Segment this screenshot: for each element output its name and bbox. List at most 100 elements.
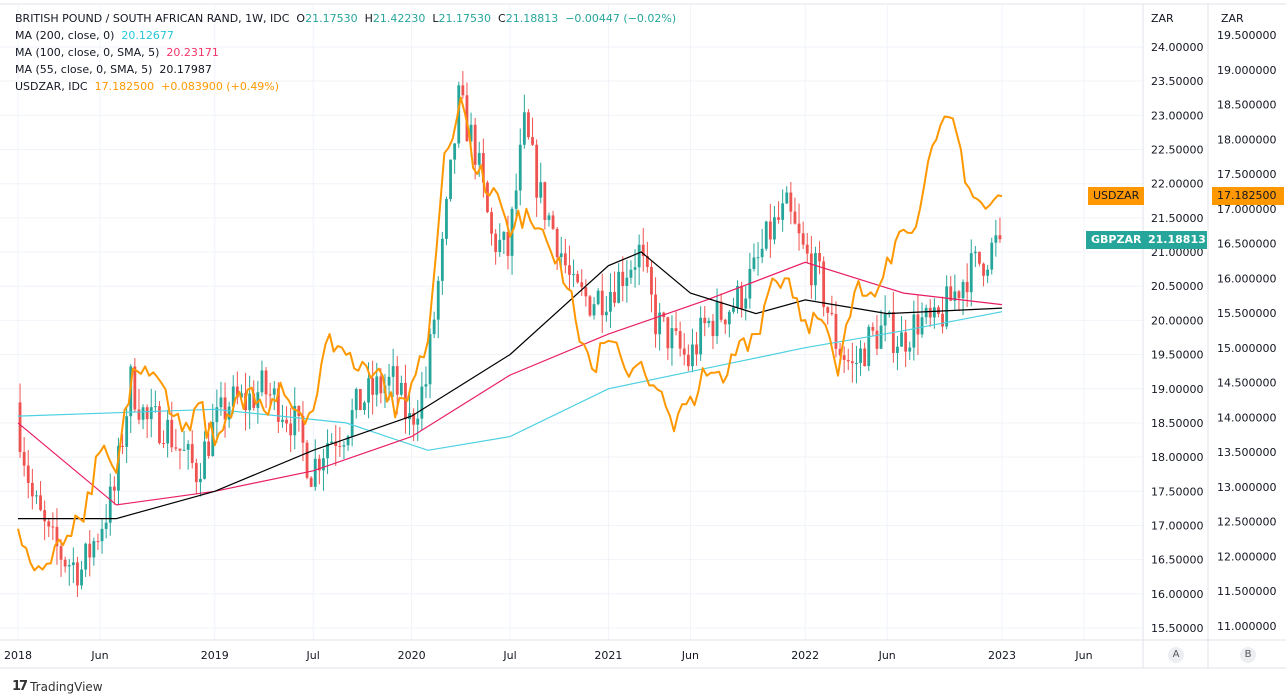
candle-up [691,344,694,367]
candle-down [178,448,182,451]
candle-down [63,559,67,567]
candle-up [100,528,104,542]
candle-up [625,277,629,286]
right-axis-tick-label: 16.000000 [1217,272,1277,285]
auto-scale-button-b[interactable]: B [1240,647,1256,663]
candle-up [514,190,518,209]
candle-down [842,355,846,360]
legend-usdzar[interactable]: USDZAR, IDC 17.182500 +0.083900 (+0.49%) [15,80,280,93]
candle-up [375,376,379,395]
candle-up [84,543,88,570]
candle-up [855,362,858,364]
candle-down [76,562,79,586]
candle-down [395,366,399,395]
candle-up [313,458,317,487]
left-axis-tick-label: 20.50000 [1151,280,1204,293]
candle-down [809,253,813,286]
ma55-line [18,251,1003,520]
candle-down [978,251,981,264]
right-axis-tick-label: 18.500000 [1217,99,1277,112]
low-value: 21.17530 [438,12,492,25]
legend-ma100[interactable]: MA (100, close, 0, SMA, 5) 20.23171 [15,46,219,59]
candle-up [445,198,448,239]
candle-down [412,413,416,425]
candle-down [621,271,625,286]
candle-up [900,332,903,347]
candle-down [334,441,338,446]
candle-down [682,348,686,355]
candle-down [371,378,375,395]
right-axis-tick-label: 17.500000 [1217,168,1277,181]
candle-down [88,543,92,558]
candle-down [600,290,604,316]
change-value: −0.00447 (−0.02%) [565,12,677,25]
candle-down [473,124,477,165]
candle-up [420,386,424,419]
candle-up [149,407,153,420]
candle-up [350,410,354,437]
right-axis-tick-label: 15.000000 [1217,342,1277,355]
candle-down [194,462,198,483]
right-axis-tick-label: 11.000000 [1217,620,1277,633]
gbpzar-price-tag: 21.18813 [1143,231,1207,249]
legend-ma200[interactable]: MA (200, close, 0) 20.12677 [15,29,174,42]
candle-up [932,307,936,318]
candle-down [338,445,342,447]
close-value: 21.18813 [505,12,559,25]
open-value: 21.17530 [305,12,358,25]
candle-up [609,291,612,312]
legend-ma55[interactable]: MA (55, close, 0, SMA, 5) 20.17987 [15,63,212,76]
candle-down [711,320,715,337]
candle-up [715,301,719,337]
tradingview-watermark[interactable]: 17 TradingView [12,679,103,694]
candle-down [568,265,571,275]
candle-up [342,445,346,447]
auto-scale-button-a[interactable]: A [1168,647,1184,663]
candle-down [703,317,707,324]
candle-down [26,465,30,483]
candle-up [785,192,789,204]
right-axis-tick-label: 19.000000 [1217,64,1277,77]
candle-down [96,541,100,543]
candle-down [112,486,116,491]
candle-up [182,449,186,451]
candle-up [727,311,731,325]
candle-up [330,441,334,444]
candle-down [121,445,124,447]
candle-down [490,212,493,234]
usdzar-name-tag: USDZAR [1088,187,1145,205]
candle-down [379,376,383,394]
candle-up [153,406,157,408]
chart-legend: BRITISH POUND / SOUTH AFRICAN RAND, 1W, … [15,10,676,95]
candle-down [650,266,653,295]
candle-up [457,85,461,144]
candle-down [563,253,567,266]
candle-up [408,413,411,420]
candle-up [637,244,641,268]
price-chart[interactable]: ZAR ZAR 24.00000 23.50000 23.00000 22.50000 22… [0,0,1286,670]
candles [18,71,1002,597]
candle-down [358,389,362,411]
candle-down [133,366,137,410]
candle-up [629,269,633,278]
candle-up [166,419,170,444]
candle-down [137,409,141,420]
legend-main: BRITISH POUND / SOUTH AFRICAN RAND, 1W, … [15,12,677,25]
left-axis-tick-label: 22.00000 [1151,178,1204,191]
left-axis-tick-label: 16.50000 [1151,554,1204,567]
candle-down [613,291,616,303]
candle-up [440,238,444,281]
candle-down [481,153,485,183]
candle-up [572,274,575,276]
right-axis-tick-label: 14.000000 [1217,411,1277,424]
candle-up [281,419,284,422]
candle-down [305,442,309,478]
left-axis-tick-label: 19.00000 [1151,383,1204,396]
candle-up [363,402,366,411]
candle-down [678,331,682,349]
candle-down [506,232,510,256]
candle-down [18,402,22,452]
candle-up [986,269,990,276]
candle-up [432,319,436,335]
candle-down [276,388,280,422]
